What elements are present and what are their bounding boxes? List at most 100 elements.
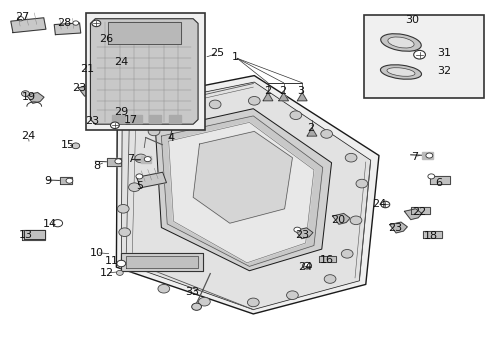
- Polygon shape: [168, 122, 313, 263]
- Circle shape: [115, 159, 122, 164]
- Circle shape: [191, 303, 201, 310]
- Text: 23: 23: [295, 230, 308, 240]
- Text: 5: 5: [136, 181, 142, 192]
- Text: 11: 11: [104, 256, 118, 266]
- Polygon shape: [106, 158, 121, 166]
- Text: 22: 22: [411, 207, 426, 217]
- Text: 28: 28: [57, 18, 72, 28]
- Polygon shape: [278, 93, 288, 101]
- Ellipse shape: [386, 68, 414, 76]
- Text: 12: 12: [100, 268, 113, 278]
- Polygon shape: [126, 256, 198, 268]
- Polygon shape: [24, 230, 45, 239]
- Text: 14: 14: [43, 219, 57, 229]
- Circle shape: [427, 174, 434, 179]
- Circle shape: [170, 111, 182, 120]
- Circle shape: [148, 127, 160, 136]
- Polygon shape: [306, 128, 316, 136]
- Circle shape: [128, 183, 140, 192]
- Text: 2: 2: [264, 86, 271, 96]
- Circle shape: [158, 284, 169, 293]
- Text: 3: 3: [297, 86, 304, 96]
- Circle shape: [18, 17, 23, 21]
- Circle shape: [122, 61, 131, 67]
- Circle shape: [117, 204, 129, 213]
- Circle shape: [21, 91, 29, 96]
- Circle shape: [413, 50, 425, 59]
- Text: 31: 31: [436, 48, 450, 58]
- Text: 13: 13: [19, 230, 32, 240]
- Polygon shape: [116, 76, 378, 314]
- Text: 10: 10: [90, 248, 103, 258]
- Text: 25: 25: [210, 48, 224, 58]
- Circle shape: [53, 220, 62, 227]
- Circle shape: [117, 260, 125, 267]
- Circle shape: [286, 291, 298, 300]
- Text: 7: 7: [410, 152, 417, 162]
- Polygon shape: [90, 19, 198, 124]
- Polygon shape: [21, 230, 45, 240]
- Circle shape: [119, 228, 130, 237]
- Polygon shape: [410, 207, 429, 214]
- Polygon shape: [295, 228, 312, 239]
- Text: 20: 20: [331, 215, 345, 225]
- Text: 23: 23: [72, 83, 86, 93]
- Polygon shape: [137, 172, 166, 188]
- Text: 24: 24: [114, 57, 128, 67]
- Text: 9: 9: [44, 176, 51, 186]
- Polygon shape: [423, 231, 441, 238]
- Polygon shape: [107, 22, 181, 44]
- Polygon shape: [26, 93, 44, 103]
- Polygon shape: [54, 23, 81, 35]
- Text: 32: 32: [436, 66, 450, 76]
- Circle shape: [345, 153, 356, 162]
- Circle shape: [144, 157, 151, 162]
- Polygon shape: [319, 256, 336, 262]
- Ellipse shape: [387, 37, 413, 48]
- Circle shape: [324, 275, 335, 283]
- Circle shape: [122, 259, 134, 268]
- Text: 30: 30: [404, 15, 418, 25]
- Polygon shape: [389, 222, 407, 233]
- Text: 23: 23: [387, 222, 401, 233]
- Polygon shape: [149, 115, 161, 123]
- Text: 19: 19: [22, 92, 36, 102]
- Text: 23: 23: [85, 116, 99, 126]
- Text: 16: 16: [319, 255, 333, 265]
- Polygon shape: [421, 152, 432, 159]
- Circle shape: [247, 298, 259, 307]
- Text: 33: 33: [184, 287, 198, 297]
- Polygon shape: [404, 209, 421, 220]
- Circle shape: [116, 270, 123, 275]
- Text: 27: 27: [15, 12, 29, 22]
- Circle shape: [289, 111, 301, 120]
- Circle shape: [110, 122, 119, 129]
- Text: 21: 21: [80, 64, 94, 74]
- Polygon shape: [332, 213, 349, 224]
- Text: 24: 24: [298, 262, 312, 272]
- Polygon shape: [155, 109, 331, 271]
- Text: 8: 8: [93, 161, 100, 171]
- Polygon shape: [121, 253, 203, 271]
- Circle shape: [248, 96, 260, 105]
- Text: 24: 24: [21, 131, 36, 141]
- Text: 6: 6: [435, 178, 442, 188]
- Polygon shape: [129, 115, 142, 123]
- Text: 17: 17: [124, 114, 138, 125]
- Text: 24: 24: [371, 199, 386, 210]
- Ellipse shape: [380, 65, 421, 79]
- Polygon shape: [193, 131, 292, 223]
- Circle shape: [355, 179, 367, 188]
- Text: 4: 4: [167, 132, 174, 143]
- Text: 1: 1: [232, 52, 239, 62]
- Polygon shape: [78, 85, 96, 96]
- Circle shape: [92, 20, 101, 27]
- Text: 2: 2: [306, 123, 313, 133]
- Text: 26: 26: [100, 34, 113, 44]
- Circle shape: [380, 201, 389, 208]
- Circle shape: [66, 178, 73, 183]
- Polygon shape: [161, 116, 322, 266]
- Polygon shape: [121, 82, 370, 310]
- Polygon shape: [88, 67, 105, 78]
- Polygon shape: [112, 115, 124, 123]
